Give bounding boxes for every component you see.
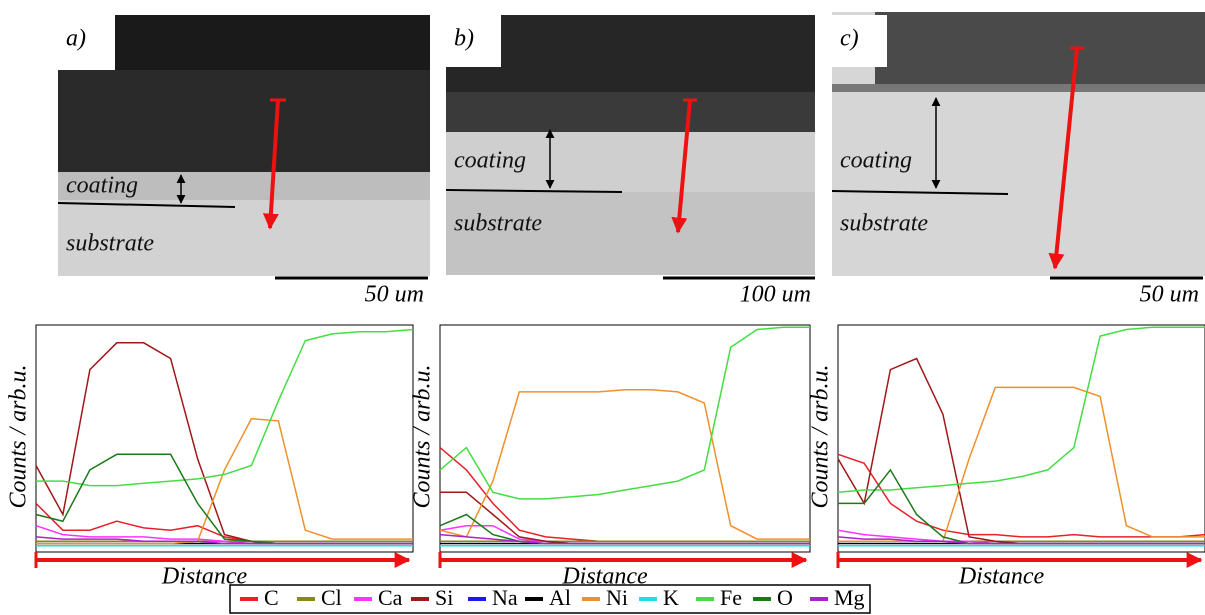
x-axis-label: Distance — [161, 564, 248, 590]
x-axis-label: Distance — [958, 564, 1045, 590]
line-series — [837, 326, 1205, 494]
line-series — [439, 326, 810, 500]
coating-label: coating — [840, 148, 912, 174]
label-bg — [832, 15, 887, 67]
line-series — [35, 342, 413, 545]
x-axis-label: Distance — [561, 564, 648, 590]
line-series — [36, 417, 413, 545]
plot-frame — [35, 324, 414, 553]
panel-label: b) — [454, 26, 474, 52]
legend-label: Na — [492, 585, 518, 610]
legend-label: Cl — [321, 585, 342, 610]
micrograph — [445, 15, 815, 280]
line-series — [35, 453, 413, 545]
scale-label: 50 um — [1140, 282, 1199, 308]
legend-label: C — [264, 585, 279, 610]
legend-label: Fe — [720, 585, 742, 610]
line-series — [36, 328, 414, 487]
substrate-label: substrate — [454, 211, 542, 237]
line-series — [439, 388, 810, 540]
line-series — [35, 502, 413, 543]
legend-label: O — [777, 585, 793, 610]
legend-label: Si — [435, 585, 453, 610]
line-series — [838, 468, 1205, 545]
line-series — [838, 386, 1205, 543]
legend-label: Al — [549, 585, 571, 610]
legend-label: K — [663, 585, 679, 610]
legend-label: Ca — [378, 585, 403, 610]
scale-label: 100 um — [740, 282, 811, 308]
plot-frame — [439, 324, 811, 553]
y-axis-label: Counts / arb.u. — [808, 364, 834, 508]
label-bg — [58, 15, 113, 67]
micrograph — [57, 15, 430, 280]
plot-frame — [837, 324, 1205, 553]
y-axis-label: Counts / arb.u. — [410, 364, 436, 508]
line-series — [35, 536, 413, 545]
legend-label: Ni — [606, 585, 628, 610]
line-series — [439, 533, 810, 545]
label-bg — [446, 15, 501, 67]
substrate-label: substrate — [66, 231, 154, 257]
legend-box — [229, 584, 871, 614]
coating-label: coating — [66, 173, 138, 199]
panel-label: a) — [66, 26, 86, 52]
substrate-label: substrate — [840, 211, 928, 237]
line-series — [837, 357, 1205, 545]
y-axis-label: Counts / arb.u. — [6, 364, 32, 508]
line-series — [837, 453, 1205, 538]
panel-label: c) — [840, 26, 859, 52]
line-series — [837, 536, 1205, 545]
legend-label: Mg — [834, 585, 865, 610]
scale-label: 50 um — [365, 282, 424, 308]
coating-label: coating — [454, 148, 526, 174]
micrograph — [831, 12, 1205, 280]
